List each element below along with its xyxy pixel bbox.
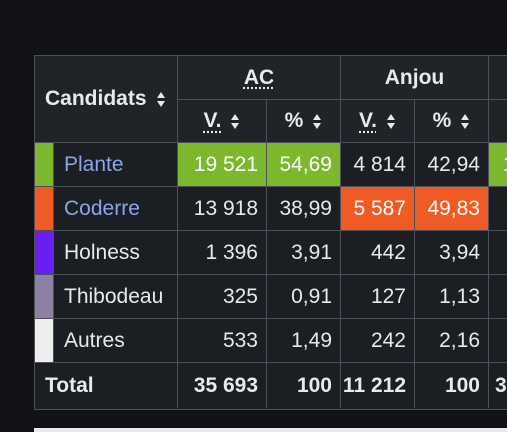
ac-percent-cell: 1,49	[267, 319, 341, 363]
sort-icon	[156, 91, 166, 107]
ac-votes-header[interactable]: V.	[178, 100, 267, 143]
votes-label: V.	[203, 109, 222, 132]
anjou-votes-cell: 4 814	[341, 143, 415, 187]
anjou-percent-cell: 42,94	[415, 143, 489, 187]
anjou-votes-cell: 242	[341, 319, 415, 363]
total-next-cell: 3	[489, 363, 507, 408]
anjou-votes-header[interactable]: V.	[341, 100, 415, 143]
results-table: Candidats AC Anjou V. % V. %	[34, 55, 507, 410]
sort-icon	[313, 113, 322, 129]
next-region-cell	[489, 319, 507, 363]
next-region-cell	[489, 231, 507, 275]
ac-percent-header[interactable]: %	[267, 100, 341, 143]
region-header-ac: AC	[178, 56, 341, 100]
partial-value: 1	[503, 153, 507, 177]
next-section-divider	[34, 428, 507, 432]
anjou-votes-cell: 127	[341, 275, 415, 319]
region-header-anjou: Anjou	[341, 56, 489, 100]
sort-icon	[386, 113, 396, 129]
candidate-name[interactable]: Coderre	[64, 196, 140, 220]
candidate-cell-thibodeau: Thibodeau	[54, 275, 178, 319]
anjou-percent-header[interactable]: %	[415, 100, 489, 143]
candidates-label: Candidats	[45, 87, 147, 110]
votes-label: V.	[359, 109, 377, 132]
region-label-anjou: Anjou	[384, 65, 445, 89]
anjou-percent-cell: 49,83	[415, 187, 489, 231]
ac-percent-cell: 54,69	[267, 143, 341, 187]
color-swatch-plante	[35, 143, 54, 187]
color-swatch-holness	[35, 231, 54, 275]
candidate-name: Thibodeau	[64, 284, 164, 308]
anjou-percent-cell: 1,13	[415, 275, 489, 319]
candidate-name: Holness	[64, 240, 140, 264]
next-region-cell	[489, 275, 507, 319]
ac-percent-cell: 0,91	[267, 275, 341, 319]
ac-votes-cell: 13 918	[178, 187, 267, 231]
anjou-percent-cell: 3,94	[415, 231, 489, 275]
next-region-cell	[489, 187, 507, 231]
color-swatch-autres	[35, 319, 54, 363]
candidates-header[interactable]: Candidats	[35, 56, 178, 143]
candidate-name[interactable]: Plante	[64, 152, 124, 176]
total-anjou-percent: 100	[415, 363, 489, 408]
ac-votes-cell: 325	[178, 275, 267, 319]
ac-votes-cell: 1 396	[178, 231, 267, 275]
total-anjou-votes: 11 212	[341, 363, 415, 408]
total-label: Total	[35, 363, 178, 408]
anjou-votes-cell: 442	[341, 231, 415, 275]
next-header-cell	[489, 100, 507, 143]
next-region-cell: 1	[489, 143, 507, 187]
sort-icon	[231, 113, 240, 129]
candidate-link-coderre[interactable]: Coderre	[54, 187, 178, 231]
ac-votes-cell: 19 521	[178, 143, 267, 187]
total-ac-percent: 100	[267, 363, 341, 408]
partial-value: 3	[495, 373, 507, 397]
candidate-cell-holness: Holness	[54, 231, 178, 275]
anjou-votes-cell: 5 587	[341, 187, 415, 231]
candidate-link-plante[interactable]: Plante	[54, 143, 178, 187]
ac-percent-cell: 38,99	[267, 187, 341, 231]
percent-label: %	[432, 109, 452, 132]
sort-icon	[461, 113, 470, 129]
total-ac-votes: 35 693	[178, 363, 267, 408]
color-swatch-coderre	[35, 187, 54, 231]
color-swatch-thibodeau	[35, 275, 54, 319]
ac-percent-cell: 3,91	[267, 231, 341, 275]
region-label-ac: AC	[243, 65, 275, 89]
candidate-cell-autres: Autres	[54, 319, 178, 363]
anjou-percent-cell: 2,16	[415, 319, 489, 363]
ac-votes-cell: 533	[178, 319, 267, 363]
percent-label: %	[284, 109, 304, 132]
candidate-name: Autres	[64, 328, 125, 352]
region-header-next	[489, 56, 507, 100]
